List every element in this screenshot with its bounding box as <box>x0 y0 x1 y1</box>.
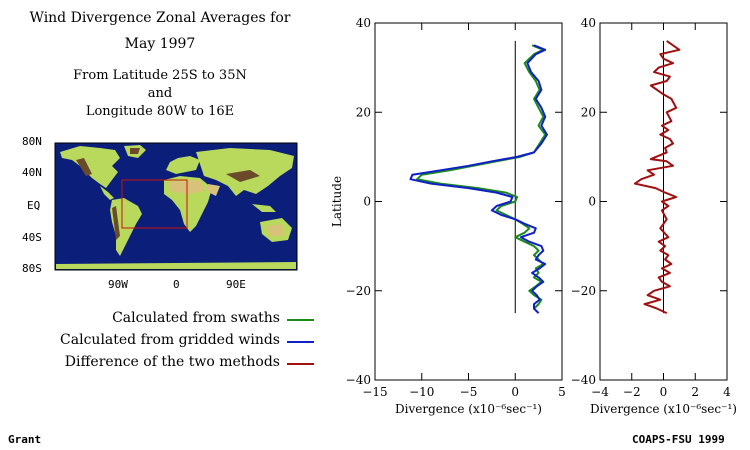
map-andes <box>112 206 120 240</box>
map-central-america <box>100 186 114 200</box>
chart-left-ylabel: Latitude <box>330 176 344 227</box>
subtitle-line-1: From Latitude 25S to 35N <box>73 68 247 83</box>
map-antarctica <box>56 262 296 269</box>
map-arabia <box>208 184 220 196</box>
subtitle-line-3: Longitude 80W to 16E <box>85 104 235 119</box>
chart-right-series-1 <box>633 40 681 315</box>
chart-right-ytick-label: 20 <box>581 105 596 119</box>
map-lon-label-90e: 90E <box>226 278 246 291</box>
chart-left-ytick-label: −20 <box>346 284 371 298</box>
footer-author: Grant <box>8 433 42 446</box>
chart-right-xtick-label: 2 <box>691 385 699 399</box>
chart-left-frame <box>374 22 563 381</box>
chart-left-xtick-label: −15 <box>362 385 387 399</box>
title-line-2: May 1997 <box>124 36 196 52</box>
map-rockies <box>76 158 92 176</box>
chart-right-ytick-label: −40 <box>571 373 596 387</box>
chart-left-xlabel: Divergence (x10⁻⁶sec⁻¹) <box>395 402 542 416</box>
map-australia-desert <box>266 224 284 236</box>
map-lat-label-80s: 80S <box>22 262 42 275</box>
legend-label-difference: Difference of the two methods <box>64 354 280 370</box>
legend-label-swaths: Calculated from swaths <box>112 310 280 326</box>
map-greenland <box>124 145 146 158</box>
chart-right-ytick-label: 40 <box>581 16 596 30</box>
chart-right-xtick-label: 4 <box>723 385 731 399</box>
legend-label-gridded: Calculated from gridded winds <box>60 332 280 348</box>
map-lat-label-40s: 40S <box>22 231 42 244</box>
footer-credit: COAPS-FSU 1999 <box>632 433 725 446</box>
map-lat-label-80n: 80N <box>22 135 42 148</box>
map-australia <box>260 218 292 242</box>
map-himalaya <box>226 170 260 182</box>
chart-right-ytick-label: −20 <box>571 284 596 298</box>
chart-left-ytick-label: 0 <box>363 195 371 209</box>
map-indonesia <box>252 204 276 212</box>
chart-left-ytick-label: 20 <box>356 105 371 119</box>
chart-right-xtick-label: −2 <box>623 385 641 399</box>
map-lon-label-90w: 90W <box>108 278 128 291</box>
chart-left-xtick-label: −5 <box>460 385 478 399</box>
chart-right-xlabel: Divergence (x10⁻⁶sec⁻¹) <box>590 402 737 416</box>
subtitle-line-2: and <box>147 86 173 101</box>
chart-right-ytick-label: 0 <box>588 195 596 209</box>
map-ocean <box>54 142 298 271</box>
map-africa <box>164 176 212 232</box>
map-north-america <box>60 146 120 188</box>
chart-right-frame <box>599 22 728 381</box>
map-lat-label-40n: 40N <box>22 166 42 179</box>
chart-left-series-2 <box>409 44 548 314</box>
title-line-1: Wind Divergence Zonal Averages for <box>29 10 291 26</box>
map-lat-label-eq: EQ <box>27 199 41 212</box>
map-europe <box>166 156 200 174</box>
study-region-box <box>121 179 188 229</box>
chart-left-ytick-label: 40 <box>356 16 371 30</box>
map-lon-label-0: 0 <box>173 278 180 291</box>
chart-left-series-1 <box>416 44 547 310</box>
chart-left-ytick-label: −40 <box>346 373 371 387</box>
map-south-america <box>110 198 142 256</box>
map-sahara <box>168 180 206 194</box>
chart-right-xtick-label: 0 <box>660 385 668 399</box>
map-greenland-ice <box>130 148 140 154</box>
chart-right-xtick-label: −4 <box>591 385 609 399</box>
chart-left-xtick-label: −10 <box>409 385 434 399</box>
map-asia <box>196 148 294 196</box>
chart-left-xtick-label: 0 <box>511 385 519 399</box>
chart-left-xtick-label: 5 <box>558 385 566 399</box>
